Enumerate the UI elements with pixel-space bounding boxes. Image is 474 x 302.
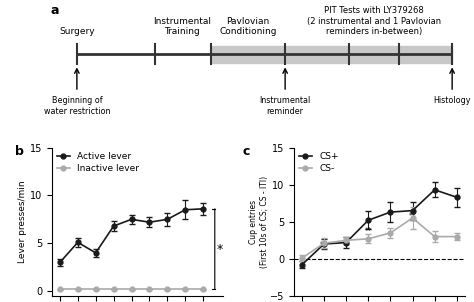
Y-axis label: Cup entries
(First 10s of CS; CS - ITI): Cup entries (First 10s of CS; CS - ITI)	[249, 176, 269, 268]
Text: Surgery: Surgery	[59, 27, 95, 36]
Text: Pavlovian
Conditioning: Pavlovian Conditioning	[219, 17, 277, 36]
Text: Instrumental
Training: Instrumental Training	[153, 17, 211, 36]
Legend: CS+, CS-: CS+, CS-	[299, 152, 339, 173]
Text: a: a	[50, 4, 59, 18]
Legend: Active lever, Inactive lever: Active lever, Inactive lever	[57, 152, 139, 173]
Text: c: c	[243, 145, 250, 158]
Text: **: **	[365, 227, 372, 236]
Text: Beginning of
water restriction: Beginning of water restriction	[44, 96, 110, 116]
Y-axis label: Lever presses/min: Lever presses/min	[18, 180, 27, 263]
Text: *: *	[217, 243, 223, 255]
Text: b: b	[15, 145, 24, 158]
Text: **: **	[320, 241, 328, 250]
Text: PIT Tests with LY379268
(2 instrumental and 1 Pavlovian
reminders in-between): PIT Tests with LY379268 (2 instrumental …	[307, 6, 441, 36]
Text: Instrumental
reminder: Instrumental reminder	[259, 96, 311, 116]
Text: **: **	[409, 212, 416, 221]
Text: Histology: Histology	[433, 96, 471, 105]
Text: **: **	[342, 239, 350, 248]
